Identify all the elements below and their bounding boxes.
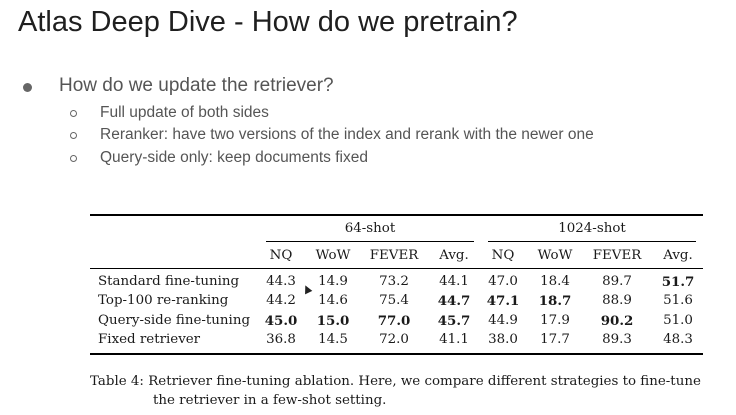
column-header: WoW	[315, 248, 351, 263]
table-cell: 15.0	[316, 313, 350, 329]
main-bullet-text: How do we update the retriever?	[59, 75, 334, 96]
table-cell: 88.9	[602, 293, 632, 308]
bullet-dot-icon	[23, 83, 32, 92]
column-header: FEVER	[369, 248, 419, 263]
header-bottom-rule	[90, 268, 703, 269]
table-cell: 47.0	[488, 274, 518, 289]
table-cell: 75.4	[379, 293, 409, 308]
sub-bullet-text: Reranker: have two versions of the index…	[100, 126, 594, 143]
table-cell: 14.9	[318, 274, 348, 289]
table-cell: 44.1	[439, 274, 469, 289]
table-cell: 51.0	[663, 313, 693, 328]
table-cell: 89.7	[602, 274, 632, 289]
caption-line-1: Table 4: Retriever fine-tuning ablation.…	[90, 374, 701, 389]
table-cell: 38.0	[488, 332, 518, 347]
group-header-64-shot: 64-shot	[344, 221, 396, 236]
table-cell: 51.7	[661, 274, 695, 290]
table-bottom-rule	[90, 353, 703, 355]
table-top-rule	[90, 214, 703, 216]
slide-title: Atlas Deep Dive - How do we pretrain?	[18, 6, 518, 38]
table-cell: 51.6	[663, 293, 693, 308]
table-cell: 14.6	[318, 293, 348, 308]
group-rule-64	[266, 241, 474, 242]
table-cell: 47.1	[486, 293, 520, 309]
column-header: FEVER	[592, 248, 642, 263]
table-cell: 48.3	[663, 332, 693, 347]
table-cell: 45.7	[437, 313, 471, 329]
table-caption: Table 4: Retriever fine-tuning ablation.…	[90, 372, 710, 410]
table-cell: 89.3	[602, 332, 632, 347]
table-cell: 17.9	[540, 313, 570, 328]
table-cell: 44.7	[437, 293, 471, 309]
column-header: NQ	[269, 248, 293, 263]
table-cell: 73.2	[379, 274, 409, 289]
row-label: Fixed retriever	[98, 332, 201, 347]
column-header: Avg.	[439, 248, 469, 263]
bullet-circle-icon	[70, 132, 77, 139]
table-cell: 45.0	[264, 313, 298, 329]
bullet-circle-icon	[70, 155, 77, 162]
table-cell: 18.7	[538, 293, 572, 309]
caption-line-2: the retriever in a few-shot setting.	[153, 393, 387, 408]
table-cell: 44.3	[266, 274, 296, 289]
group-header-1024-shot: 1024-shot	[558, 221, 626, 236]
bullet-circle-icon	[70, 110, 77, 117]
table-cell: 17.7	[540, 332, 570, 347]
column-header: WoW	[537, 248, 573, 263]
table-cell: 36.8	[266, 332, 296, 347]
sub-bullet-text: Full update of both sides	[100, 104, 269, 121]
table-cell: 72.0	[379, 332, 409, 347]
table-cell: 41.1	[439, 332, 469, 347]
table-cell: 44.9	[488, 313, 518, 328]
row-label: Query-side fine-tuning	[98, 313, 251, 328]
column-header: NQ	[491, 248, 515, 263]
table-cell: 14.5	[318, 332, 348, 347]
table-cell: 44.2	[266, 293, 296, 308]
sub-bullet-text: Query-side only: keep documents fixed	[100, 149, 368, 166]
column-header: Avg.	[663, 248, 693, 263]
row-label: Top-100 re-ranking	[98, 293, 229, 308]
group-rule-1024	[488, 241, 696, 242]
table-cell: 90.2	[600, 313, 634, 329]
results-table: 64-shot 1024-shot NQ WoW FEVER Avg. NQ W…	[90, 214, 703, 355]
row-label: Standard fine-tuning	[98, 274, 240, 289]
table-cell: 18.4	[540, 274, 570, 289]
table-cell: 77.0	[377, 313, 411, 329]
